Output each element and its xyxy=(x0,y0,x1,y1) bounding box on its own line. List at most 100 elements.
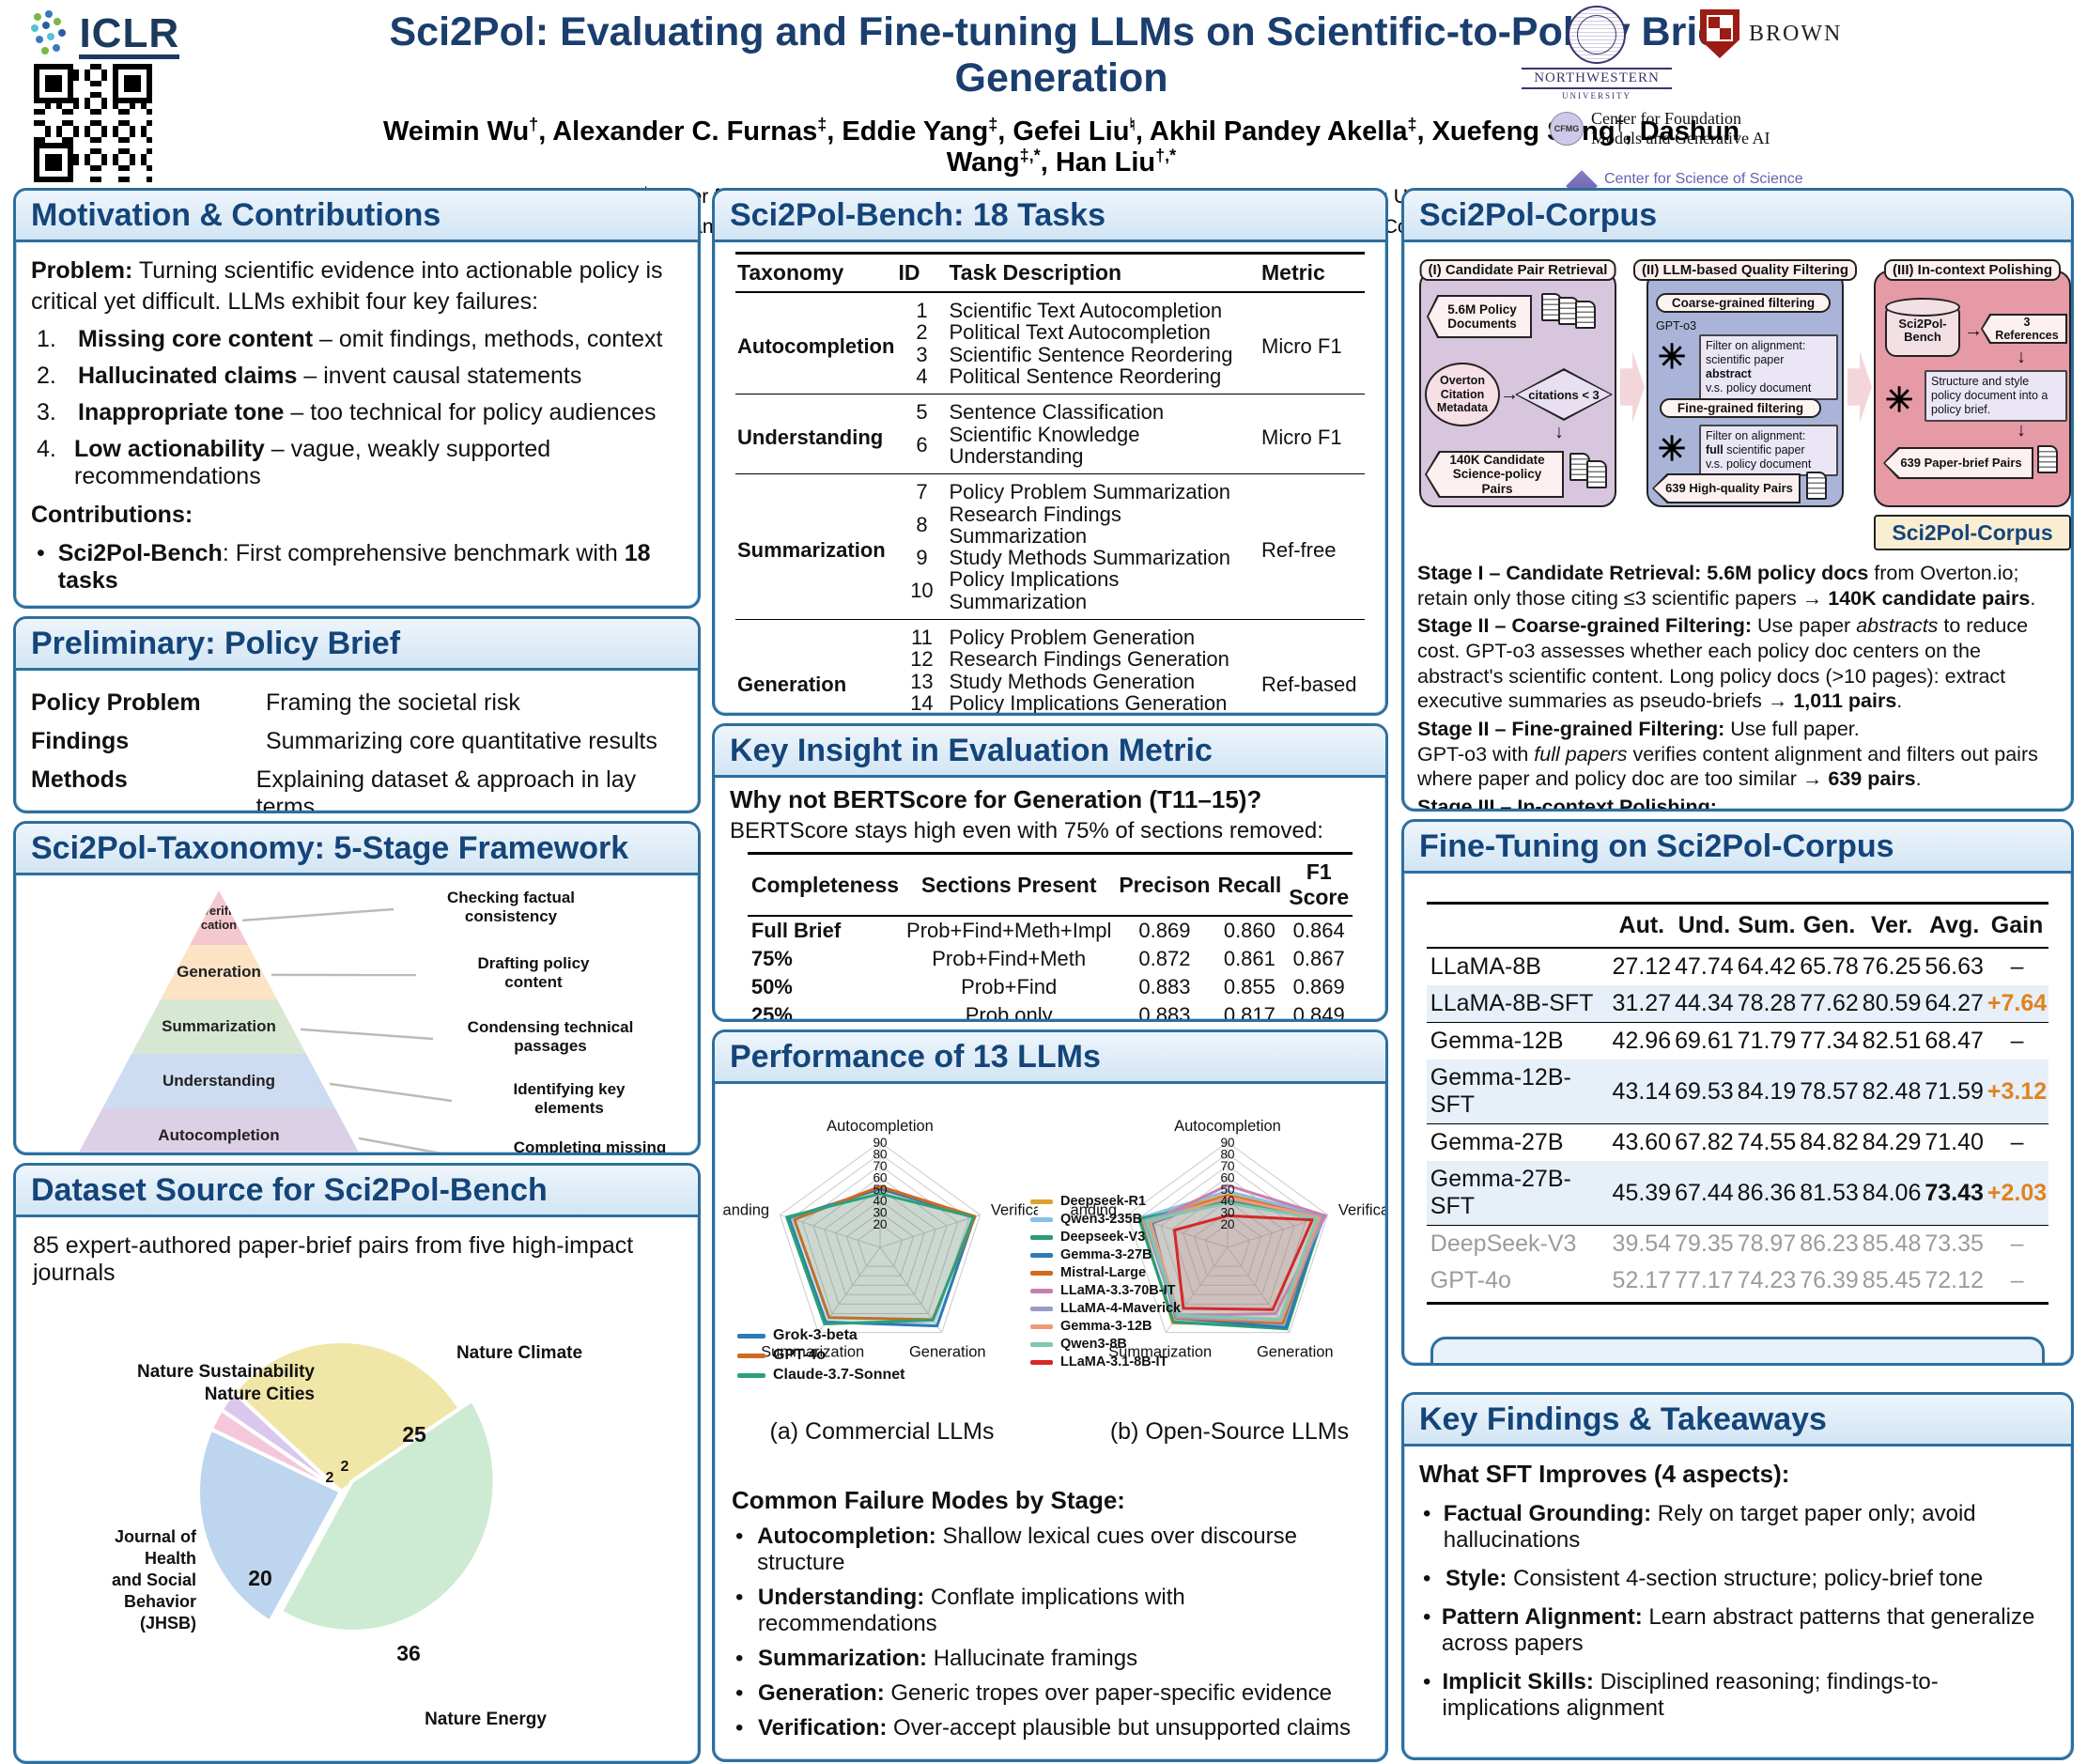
pyramid-level: Understanding xyxy=(102,1054,335,1108)
legend-label: Claude-3.7-Sonnet xyxy=(773,1367,905,1383)
northwestern-university-label: UNIVERSITY xyxy=(1562,91,1631,101)
author: Alexander C. Furnas xyxy=(552,116,818,147)
section-title: Dataset Source for Sci2Pol-Bench xyxy=(16,1166,698,1217)
failure-mode-item: • Verification: Over-accept plausible but… xyxy=(735,1715,1351,1741)
legend-label: Grok-3-beta xyxy=(773,1327,858,1343)
legend-swatch xyxy=(1030,1323,1053,1329)
column-header: Ver. xyxy=(1860,902,1924,949)
column-header: Aut. xyxy=(1610,902,1674,949)
failure-item: 1. Missing core content – omit findings, … xyxy=(37,326,663,352)
radar-grid-ring xyxy=(1183,1199,1273,1286)
arrow-down-icon: ↓ xyxy=(2017,347,2026,367)
legend-swatch xyxy=(1030,1252,1053,1258)
radar-tick-label: 90 xyxy=(1220,1136,1234,1150)
polish-box: Structure and style policy document into… xyxy=(1925,370,2067,422)
citations-diamond: citations < 3 xyxy=(1515,368,1613,421)
overton-metadata-ellipse: Overton Citation Metadata xyxy=(1425,363,1500,426)
pie-slice-nature-sustainability xyxy=(218,1389,343,1493)
legend-label: Deepseek-V3 xyxy=(1060,1230,1146,1245)
cfmg-line-2: Models and Generative AI xyxy=(1591,128,1770,147)
coarse-filter-box: Filter on alignment: scientific paper abs… xyxy=(1699,334,1838,400)
radar-charts-area: 2030405060708090AutocompletionVerificati… xyxy=(720,1088,1385,1482)
iclr-wordmark: ICLR xyxy=(79,13,180,59)
legend-label: GPT-4o xyxy=(773,1347,827,1363)
high-quality-pairs-tag: 639 High-quality Pairs xyxy=(1652,473,1801,503)
legend-swatch xyxy=(1030,1270,1053,1276)
legend-label: Mistral-Large xyxy=(1060,1265,1147,1280)
pyramid-note: Condensing technical passages xyxy=(467,1018,634,1055)
radar-axis-label: Summarization xyxy=(761,1344,864,1361)
corpus-pipeline-diagram: (I) Candidate Pair Retrieval 5.6M Policy… xyxy=(1419,257,2071,554)
stage-paragraph: Stage II – Coarse-grained Filtering: Use… xyxy=(1417,614,2029,713)
task-row: 13 Study Methods Generation xyxy=(910,669,1196,693)
radar-tick-label: 30 xyxy=(873,1206,887,1220)
sft-improves-heading: What SFT Improves (4 aspects): xyxy=(1419,1460,1790,1488)
finding-item: • Implicit Skills: Disciplined reasoning;… xyxy=(1423,1669,1939,1721)
legend-swatch xyxy=(1030,1216,1053,1222)
radar-grid-ring xyxy=(1171,1188,1284,1295)
contribution-item: •Sci2Pol-Corpus: First large-scale train… xyxy=(31,606,683,609)
radar-axis-label: Autocompletion xyxy=(827,1118,934,1135)
legend-label: Qwen3-235B xyxy=(1060,1212,1143,1227)
poster: { "header": { "iclr": "ICLR", "title": "… xyxy=(13,6,2074,1764)
radar-grid-ring xyxy=(824,1188,936,1295)
legend-label: Gemma-3-27B xyxy=(1060,1247,1152,1262)
pie-label: 25 xyxy=(402,1422,426,1447)
key-findings-list: • Factual Grounding: Rely on target paper… xyxy=(1419,1501,2056,1722)
column-header: Precison xyxy=(1115,852,1214,917)
fine-tuning-results-table: Aut. Und. Sum. Gen. Ver. Avg. Gain LLaMA-8B 27.1… xyxy=(1426,902,2049,1305)
column-header: Avg. xyxy=(1923,902,1986,949)
radar-tick-label: 40 xyxy=(873,1194,887,1208)
section-title: Motivation & Contributions xyxy=(16,191,698,242)
task-row: 3 Scientific Sentence Reordering xyxy=(916,342,1233,366)
brown-crest-icon xyxy=(1700,9,1739,58)
pyramid-connector-lines xyxy=(241,907,453,1153)
radar-tick-label: 70 xyxy=(1220,1159,1234,1173)
legend-swatch xyxy=(737,1353,765,1358)
legend-item: LLaMA-4-Maverick xyxy=(1030,1301,1181,1316)
legend-item: Deepseek-V3 xyxy=(1030,1230,1181,1245)
legend-swatch xyxy=(1030,1341,1053,1347)
task-row: 15Policy Brief Generation xyxy=(735,714,1365,716)
radar-spoke xyxy=(879,1214,981,1248)
iclr-logo: ICLR xyxy=(26,8,242,65)
corpus-stage-description: Stage I – Candidate Retrieval: 5.6M poli… xyxy=(1415,556,2060,809)
coarse-filter-pill: Coarse-grained filtering xyxy=(1656,293,1831,313)
openai-logo-icon: ✳ xyxy=(1658,429,1687,468)
pyramid-note: Drafting policy content xyxy=(477,954,590,991)
candidate-pairs-tag: 140K Candidate Science-policy Pairs xyxy=(1425,451,1564,498)
task-row: Autocompletion 1 Scientific Text Autocompl… xyxy=(735,291,1365,395)
legend-label: Gemma-3-12B xyxy=(1060,1319,1152,1334)
legend-label: Deepseek-R1 xyxy=(1060,1194,1147,1209)
stage-arrow-icon xyxy=(1847,351,1872,423)
document-icon xyxy=(2037,445,2058,473)
failure-modes-list: • Autocompletion: Shallow lexical cues ov… xyxy=(732,1524,1368,1741)
task-row: 12 Research Findings Generation xyxy=(910,647,1229,672)
pyramid-note: Checking factual consistency xyxy=(446,889,576,925)
failure-list: 1. Missing core content – omit findings, … xyxy=(37,326,683,490)
pie-label: Nature Energy xyxy=(425,1710,547,1729)
radar-tick-label: 60 xyxy=(1220,1170,1234,1184)
section-dataset-source: Dataset Source for Sci2Pol-Bench 85 expe… xyxy=(13,1163,701,1764)
cfmg-text: Center for Foundation Models and Generat… xyxy=(1591,109,1770,147)
legend-item: Qwen3-8B xyxy=(1030,1337,1181,1352)
section-fine-tuning: Fine-Tuning on Sci2Pol-Corpus Aut. Und. Su… xyxy=(1401,819,2074,1366)
section-corpus: Sci2Pol-Corpus (I) Candidate Pair Retrie… xyxy=(1401,188,2074,812)
highlight-line: Gemma-27B-SFT (73.43) surpasses xyxy=(1443,1354,2033,1363)
pie-label: and Social xyxy=(112,1571,196,1589)
radar-series-Qwen3-8B xyxy=(1145,1201,1319,1321)
panel-3-title: (III) In-context Polishing xyxy=(1884,259,2061,281)
section-preliminary: Preliminary: Policy Brief Policy Problem… xyxy=(13,616,701,813)
document-icon xyxy=(1586,460,1607,488)
brown-wordmark: BROWN xyxy=(1749,21,1843,46)
document-icon xyxy=(1575,301,1596,329)
radar-tick-label: 40 xyxy=(1220,1194,1234,1208)
qr-code xyxy=(34,64,152,182)
northwestern-logo: NORTHWESTERN UNIVERSITY xyxy=(1522,6,1672,101)
openai-logo-icon: ✳ xyxy=(1885,380,1914,419)
radar-grid-ring xyxy=(1193,1212,1262,1277)
task-row: Understanding 5 Sentence Classification Mic… xyxy=(735,394,1365,474)
section-title: Key Insight in Evaluation Metric xyxy=(715,726,1385,778)
panel-in-context-polishing: (III) In-context Polishing Sci2Pol-Bench… xyxy=(1874,259,2071,507)
panel-quality-filtering: (II) LLM-based Quality Filtering Coarse-… xyxy=(1632,259,1858,507)
